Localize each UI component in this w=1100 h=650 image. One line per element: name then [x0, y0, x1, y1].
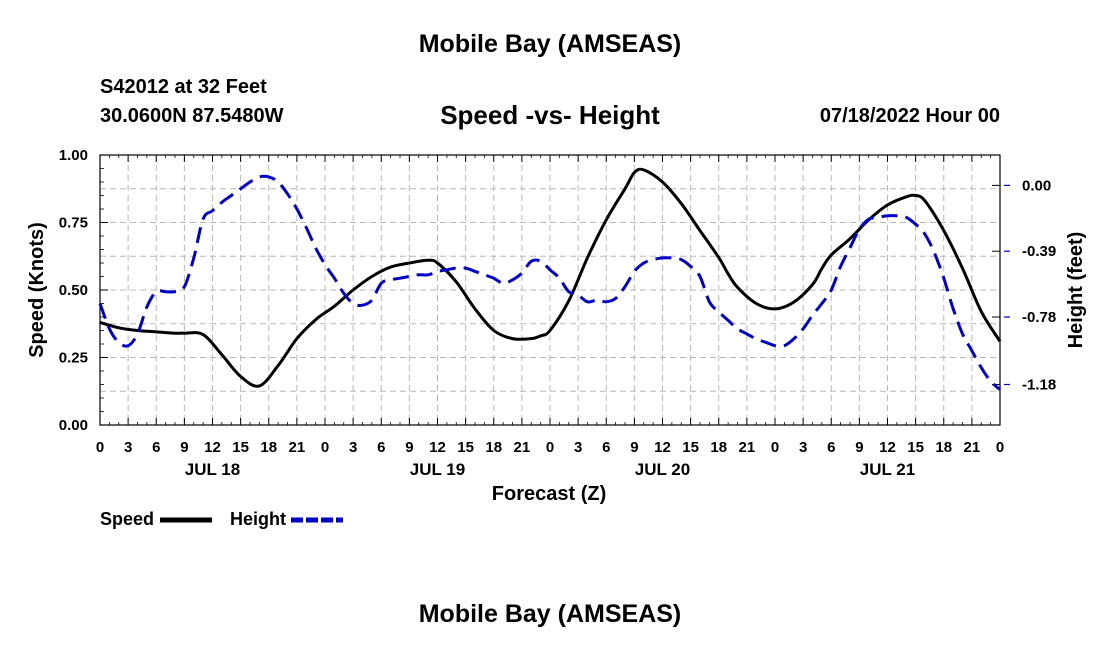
x-tick-label: 18 [260, 439, 277, 456]
day-label: JUL 19 [410, 460, 465, 479]
figure-title: Mobile Bay (AMSEAS) [418, 30, 682, 58]
right-y-tick-labels: 0.00 -0.39 -0.78 -1.18 [1022, 177, 1056, 393]
y-right-tick-label: -0.39 [1022, 243, 1056, 260]
day-label: JUL 21 [860, 460, 915, 479]
chart-legend: Speed Height [100, 509, 343, 529]
x-tick-label: 21 [739, 439, 756, 456]
x-tick-label: 18 [710, 439, 727, 456]
chart-title: Speed -vs- Height [440, 100, 660, 130]
x-tick-label: 6 [827, 439, 835, 456]
series-speed-line [99, 167, 1002, 388]
x-tick-label: 9 [180, 439, 188, 456]
x-tick-label: 6 [152, 439, 160, 456]
x-tick-label: 15 [682, 439, 699, 456]
x-tick-label: 12 [879, 439, 896, 456]
left-y-axis-title: Speed (Knots) [26, 222, 48, 358]
legend-speed-label: Speed [100, 509, 154, 529]
speed-height-chart: 0 3 6 9 12 15 18 21 0 3 6 9 12 15 18 21 0 3 6 9 12 15 18 21 0 3 6 9… [26, 147, 1087, 529]
x-tick-label: 0 [321, 439, 329, 456]
y-right-tick-label: 0.00 [1022, 177, 1051, 194]
right-y-axis-title: Height (feet) [1065, 232, 1087, 349]
y-left-tick-label: 0.00 [59, 417, 88, 434]
series-height-line [98, 174, 1001, 391]
x-tick-label: 0 [771, 439, 779, 456]
x-tick-label: 0 [996, 439, 1004, 456]
x-tick-label: 9 [855, 439, 863, 456]
left-y-tick-labels: 0.00 0.25 0.50 0.75 1.00 [59, 147, 88, 434]
y-left-tick-label: 0.25 [59, 350, 88, 367]
x-tick-label: 9 [405, 439, 413, 456]
y-right-tick-label: -0.78 [1022, 309, 1056, 326]
x-tick-label: 3 [799, 439, 807, 456]
day-label: JUL 20 [635, 460, 690, 479]
x-tick-labels: 0 3 6 9 12 15 18 21 0 3 6 9 12 15 18 21 0 3 6 9 12 15 18 21 0 3 6 9… [96, 439, 1004, 456]
x-tick-label: 18 [485, 439, 502, 456]
y-left-tick-label: 0.75 [59, 215, 88, 232]
station-label: S42012 at 32 Feet [100, 76, 267, 98]
x-tick-label: 18 [935, 439, 952, 456]
x-tick-label: 0 [96, 439, 104, 456]
day-label: JUL 18 [185, 460, 240, 479]
x-tick-label: 6 [377, 439, 385, 456]
x-tick-label: 12 [654, 439, 671, 456]
chart-grid [100, 155, 1000, 425]
legend-height-label: Height [230, 509, 286, 529]
station-coordinates: 30.0600N 87.5480W [100, 105, 284, 127]
x-tick-label: 3 [124, 439, 132, 456]
x-tick-label: 12 [204, 439, 221, 456]
forecast-date: 07/18/2022 Hour 00 [819, 105, 1000, 127]
x-tick-label: 21 [514, 439, 531, 456]
axis-ticks [99, 154, 1010, 426]
x-tick-label: 6 [602, 439, 610, 456]
x-tick-label: 3 [349, 439, 357, 456]
y-left-tick-label: 1.00 [59, 147, 88, 164]
x-tick-label: 15 [457, 439, 474, 456]
x-tick-label: 9 [630, 439, 638, 456]
x-tick-label: 21 [964, 439, 981, 456]
y-left-tick-label: 0.50 [59, 282, 88, 299]
x-tick-label: 15 [907, 439, 924, 456]
x-tick-label: 3 [574, 439, 582, 456]
x-axis-title: Forecast (Z) [492, 483, 606, 505]
figure-title-repeat: Mobile Bay (AMSEAS) [418, 600, 682, 628]
x-tick-label: 0 [546, 439, 554, 456]
day-labels: JUL 18 JUL 19 JUL 20 JUL 21 [185, 460, 915, 479]
x-tick-label: 21 [289, 439, 306, 456]
data-series [98, 167, 1002, 391]
x-tick-label: 12 [429, 439, 446, 456]
y-right-tick-label: -1.18 [1022, 377, 1056, 394]
x-tick-label: 15 [232, 439, 249, 456]
